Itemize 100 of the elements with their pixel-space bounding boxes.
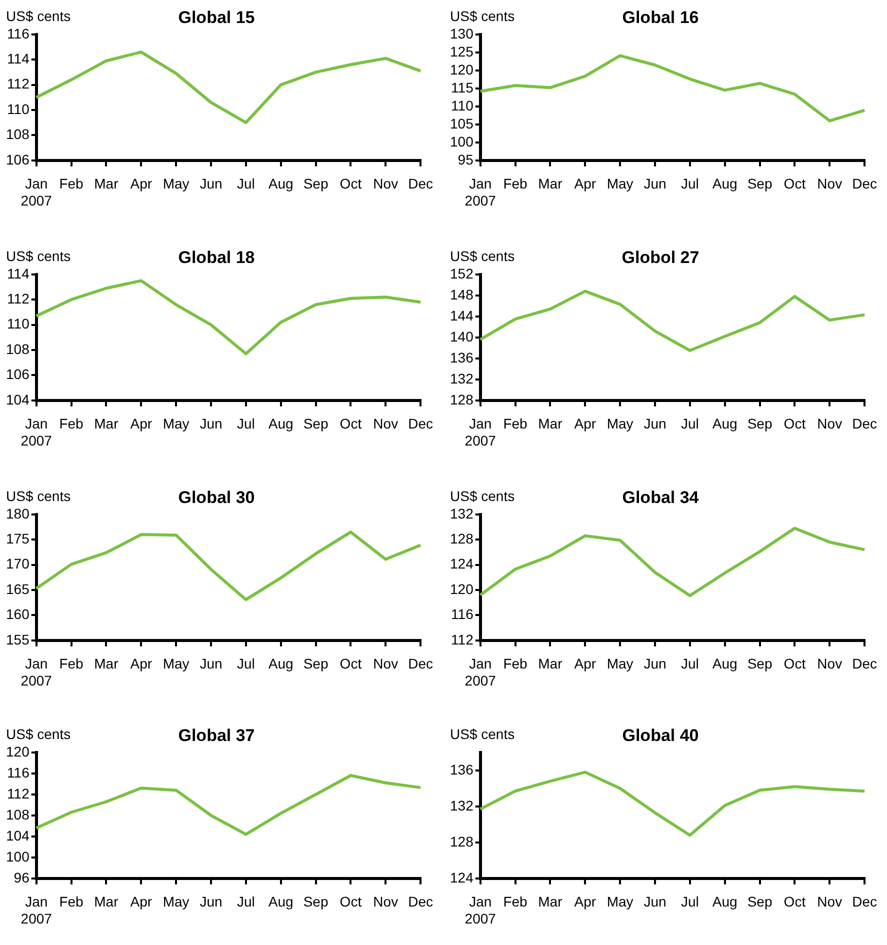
y-tick-label: 144 <box>450 307 474 324</box>
y-tick-label: 125 <box>450 43 474 60</box>
y-tick-label: 108 <box>6 806 30 822</box>
x-tick-label: Feb <box>503 656 528 672</box>
x-tick-label: Nov <box>373 894 398 910</box>
x-tick-label: Jun <box>644 894 666 910</box>
x-tick-label: Aug <box>712 894 738 910</box>
x-tick-label: Dec <box>852 176 878 192</box>
x-tick-label: Jul <box>236 416 255 432</box>
y-tick-label: 95 <box>458 151 474 168</box>
x-tick-label: May <box>606 176 634 192</box>
x-tick-label: Aug <box>712 176 738 192</box>
x-tick-label: Nov <box>373 656 398 672</box>
y-tick-label: 110 <box>7 316 30 332</box>
y-tick-label: 128 <box>450 391 474 408</box>
x-tick-label: Apr <box>130 416 152 432</box>
y-tick-label: 152 <box>450 265 474 282</box>
x-tick-label: Aug <box>268 656 294 672</box>
y-tick-label: 160 <box>6 606 30 622</box>
y-axis-title: US$ cents <box>6 488 71 504</box>
x-tick-label: Jan 2007 <box>464 894 496 926</box>
chart-title: Global 16 <box>622 8 699 27</box>
y-tick-label: 96 <box>14 869 30 886</box>
x-tick-label: Jul <box>236 176 255 192</box>
x-tick-label: Oct <box>784 894 806 910</box>
y-tick-label: 105 <box>450 115 474 132</box>
x-tick-label: Dec <box>408 176 434 192</box>
y-tick-label: 175 <box>6 530 30 546</box>
x-tick-label: Nov <box>373 416 398 432</box>
y-tick-label: 120 <box>450 61 474 78</box>
x-tick-label: Jul <box>236 894 255 910</box>
x-tick-label: Oct <box>784 416 806 432</box>
y-axis-title: US$ cents <box>6 726 71 742</box>
x-tick-label: Jul <box>680 894 699 910</box>
x-tick-label: Jun <box>644 176 666 192</box>
x-tick-label: Apr <box>130 894 152 910</box>
x-tick-label: Feb <box>503 416 528 432</box>
x-tick-label: Jan 2007 <box>464 656 496 688</box>
x-tick-label: Feb <box>59 416 84 432</box>
x-tick-label: Oct <box>784 656 806 672</box>
y-tick-label: 100 <box>450 133 474 150</box>
x-tick-label: Mar <box>538 176 563 192</box>
x-tick-label: Feb <box>59 656 84 672</box>
y-tick-label: 115 <box>451 79 474 96</box>
y-tick-label: 110 <box>451 97 474 114</box>
y-tick-label: 112 <box>451 631 474 648</box>
y-tick-label: 110 <box>7 100 30 117</box>
x-tick-label: Apr <box>130 176 152 192</box>
y-tick-label: 114 <box>7 265 30 282</box>
x-tick-label: May <box>606 894 634 910</box>
chart-title: Globol 27 <box>622 248 700 267</box>
x-tick-label: Jul <box>680 416 699 432</box>
x-tick-label: Sep <box>747 416 772 432</box>
x-tick-label: Feb <box>59 894 84 910</box>
x-tick-label: Apr <box>574 656 596 672</box>
x-tick-label: Aug <box>712 656 738 672</box>
y-tick-label: 120 <box>450 580 474 597</box>
x-tick-label: Sep <box>747 894 772 910</box>
x-tick-label: Mar <box>94 416 119 432</box>
x-tick-label: Apr <box>574 176 596 192</box>
y-tick-label: 170 <box>6 556 30 572</box>
x-tick-label: Nov <box>817 656 842 672</box>
x-tick-label: Dec <box>408 416 434 432</box>
x-tick-label: Aug <box>268 894 294 910</box>
y-tick-label: 114 <box>7 50 30 66</box>
x-tick-label: Mar <box>538 416 563 432</box>
x-tick-label: Jun <box>200 894 222 910</box>
x-tick-label: Jul <box>680 176 699 192</box>
y-axis-title: US$ cents <box>450 726 515 742</box>
y-tick-label: 112 <box>7 76 30 92</box>
x-tick-label: Oct <box>340 894 362 910</box>
x-tick-label: Dec <box>408 894 434 910</box>
x-tick-label: Oct <box>340 176 362 192</box>
x-tick-label: May <box>162 176 190 192</box>
x-tick-label: Oct <box>340 416 362 432</box>
x-tick-label: Jan 2007 <box>20 656 52 688</box>
x-tick-label: Jul <box>236 656 255 672</box>
y-tick-label: 132 <box>450 797 474 814</box>
y-tick-label: 140 <box>450 328 474 344</box>
x-tick-label: Aug <box>712 416 738 432</box>
y-tick-label: 116 <box>451 606 474 622</box>
x-tick-label: May <box>606 416 634 432</box>
x-tick-label: Sep <box>303 894 328 910</box>
y-tick-label: 155 <box>6 631 30 648</box>
x-tick-label: Jun <box>200 176 222 192</box>
x-tick-label: Mar <box>538 656 563 672</box>
x-tick-label: Apr <box>574 416 596 432</box>
x-tick-label: May <box>162 894 190 910</box>
x-tick-label: Sep <box>303 176 328 192</box>
x-tick-label: May <box>162 656 190 672</box>
x-tick-label: May <box>162 416 190 432</box>
y-axis-title: US$ cents <box>450 248 515 264</box>
chart-title: Global 15 <box>178 8 255 27</box>
y-tick-label: 106 <box>6 151 30 168</box>
y-tick-label: 136 <box>450 761 474 778</box>
x-tick-label: Mar <box>94 656 119 672</box>
x-tick-label: Jul <box>680 656 699 672</box>
chart-title: Global 34 <box>622 488 700 507</box>
x-tick-label: Jan 2007 <box>20 894 52 926</box>
x-tick-label: Dec <box>852 416 878 432</box>
